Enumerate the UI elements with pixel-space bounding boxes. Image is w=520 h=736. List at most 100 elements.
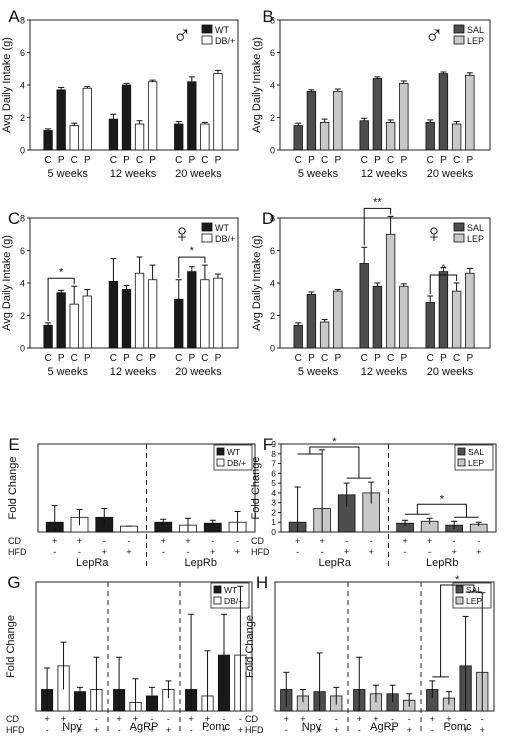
legend-label: DB/+ [227, 458, 246, 468]
gene-label: LepRa [319, 557, 352, 569]
bar [69, 303, 79, 349]
y-tick-label: 0 [271, 527, 276, 537]
hfd-sign: - [162, 547, 165, 557]
bar-category-label: C [136, 353, 143, 364]
bar-category-label: C [295, 155, 302, 166]
panel-letter: B [262, 7, 273, 26]
y-tick-label: 2 [270, 113, 275, 123]
hfd-sign: - [118, 725, 121, 735]
y-tick-label: 5 [271, 478, 276, 488]
cd-sign: - [335, 714, 338, 724]
cd-sign: + [402, 536, 407, 546]
legend-swatch [213, 596, 222, 605]
panel-letter: D [262, 209, 274, 228]
bar-category-label: P [188, 155, 195, 166]
hfd-sign: + [334, 725, 339, 735]
cd-sign: - [236, 536, 239, 546]
panel-letter: H [256, 573, 268, 592]
legend-label: LEP [467, 234, 484, 244]
y-tick-label: 8 [270, 214, 275, 224]
significance-bracket [429, 274, 458, 294]
hfd-sign: - [190, 725, 193, 735]
bar [465, 74, 475, 151]
cd-sign: + [52, 536, 57, 546]
cd-sign: + [205, 714, 210, 724]
cd-sign: + [161, 536, 166, 546]
legend-swatch [201, 233, 213, 243]
bar [293, 125, 303, 151]
bar-category-label: P [215, 155, 222, 166]
cd-sign: - [453, 536, 456, 546]
diet-row-label: CD [251, 536, 264, 546]
bar [465, 272, 475, 349]
panel-letter: A [8, 7, 20, 26]
group-label: 20 weeks [427, 366, 474, 378]
legend-label: SAL [468, 447, 484, 457]
hfd-sign: - [134, 725, 137, 735]
bar [451, 123, 462, 151]
plot-frame [35, 581, 253, 712]
cd-sign: - [464, 714, 467, 724]
panel-letter: G [7, 573, 20, 592]
cd-sign: - [481, 714, 484, 724]
bar-category-label: C [387, 353, 394, 364]
significance-mark: * [190, 245, 195, 257]
significance-bracket [416, 503, 467, 518]
bar [43, 324, 53, 349]
y-tick-label: 0 [20, 146, 25, 156]
hfd-sign: - [428, 547, 431, 557]
cd-sign: - [408, 714, 411, 724]
gene-label: Npy [302, 721, 322, 733]
bar [56, 89, 66, 151]
diet-row-label: CD [6, 714, 19, 724]
bar [319, 121, 330, 151]
bar [174, 298, 184, 349]
legend-swatch [213, 585, 222, 594]
bar [293, 324, 303, 349]
y-tick-label: 4 [270, 81, 275, 91]
bar-category-label: C [110, 353, 117, 364]
y-tick-label: 4 [20, 81, 25, 91]
y-tick-label: 8 [20, 16, 25, 26]
panel-letter: F [263, 435, 273, 454]
cd-sign: + [188, 714, 193, 724]
cd-sign: + [319, 536, 324, 546]
hfd-sign: - [404, 547, 407, 557]
bar-category-label: C [321, 353, 328, 364]
y-axis-label: Fold Change [7, 457, 19, 520]
cd-sign: + [300, 714, 305, 724]
group-label: 5 weeks [48, 366, 89, 378]
bar-category-label: C [201, 155, 208, 166]
group-label: 12 weeks [361, 168, 408, 180]
gene-label: Pomc [443, 721, 472, 733]
bar-category-label: C [427, 353, 434, 364]
cd-sign: + [446, 714, 451, 724]
y-axis-label: Avg Daily Intake (g) [251, 37, 263, 133]
legend-swatch [453, 233, 465, 243]
hfd-sign: + [344, 547, 349, 557]
bar-category-label: P [149, 155, 156, 166]
y-tick-label: 0 [20, 344, 25, 354]
cd-sign: - [167, 714, 170, 724]
y-tick-label: 6 [270, 246, 275, 256]
bar [187, 271, 197, 349]
y-tick-label: 8 [271, 449, 276, 459]
hfd-sign: - [358, 725, 361, 735]
sex-symbol-icon: ♂ [172, 20, 192, 50]
bar-category-label: P [188, 353, 195, 364]
bar [319, 321, 330, 349]
cd-sign: - [391, 714, 394, 724]
legend-swatch [201, 222, 213, 232]
bar-category-label: C [321, 155, 328, 166]
bar-category-label: P [58, 155, 65, 166]
legend-label: LEP [468, 458, 484, 468]
bar-category-label: P [334, 353, 341, 364]
bar-category-label: P [84, 155, 91, 166]
bar [187, 81, 197, 151]
significance-bracket [309, 446, 360, 479]
hfd-sign: + [149, 725, 154, 735]
legend-label: WT [215, 25, 229, 35]
bar [134, 123, 145, 151]
legend-swatch [216, 458, 225, 467]
